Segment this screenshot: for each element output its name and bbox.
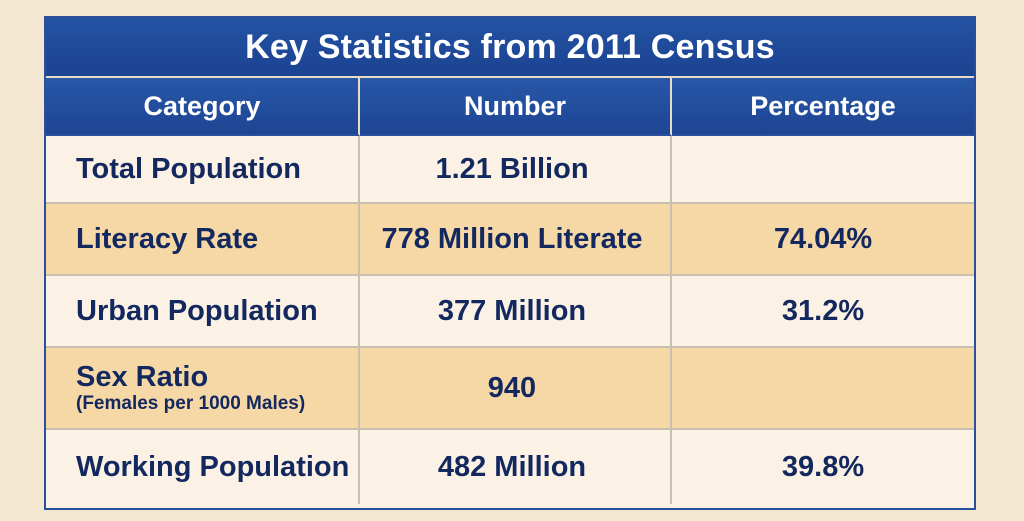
category-subtext: (Females per 1000 Males): [76, 393, 306, 415]
row-urban-population-number: 377 Million: [360, 276, 672, 348]
row-working-population-category: Working Population: [46, 430, 360, 504]
row-sex-ratio-percentage: [672, 348, 974, 430]
row-total-population-number: 1.21 Billion: [360, 136, 672, 204]
column-header-number: Number: [360, 78, 672, 136]
row-sex-ratio-number: 940: [360, 348, 672, 430]
category-label: Literacy Rate: [76, 222, 259, 255]
table-title: Key Statistics from 2011 Census: [46, 18, 974, 78]
column-header-category: Category: [46, 78, 360, 136]
row-total-population-category: Total Population: [46, 136, 360, 204]
row-literacy-rate-number: 778 Million Literate: [360, 204, 672, 276]
row-urban-population-percentage: 31.2%: [672, 276, 974, 348]
category-stack: Sex Ratio (Females per 1000 Males): [76, 360, 306, 415]
row-total-population-percentage: [672, 136, 974, 204]
category-label: Sex Ratio: [76, 360, 209, 393]
column-header-percentage: Percentage: [672, 78, 974, 136]
row-literacy-rate-category: Literacy Rate: [46, 204, 360, 276]
category-label: Working Population: [76, 450, 350, 483]
row-working-population-number: 482 Million: [360, 430, 672, 504]
row-sex-ratio-category: Sex Ratio (Females per 1000 Males): [46, 348, 360, 430]
category-label: Total Population: [76, 152, 301, 185]
row-urban-population-category: Urban Population: [46, 276, 360, 348]
census-stats-table: Key Statistics from 2011 Census Category…: [44, 16, 976, 510]
row-working-population-percentage: 39.8%: [672, 430, 974, 504]
category-label: Urban Population: [76, 294, 318, 327]
row-literacy-rate-percentage: 74.04%: [672, 204, 974, 276]
